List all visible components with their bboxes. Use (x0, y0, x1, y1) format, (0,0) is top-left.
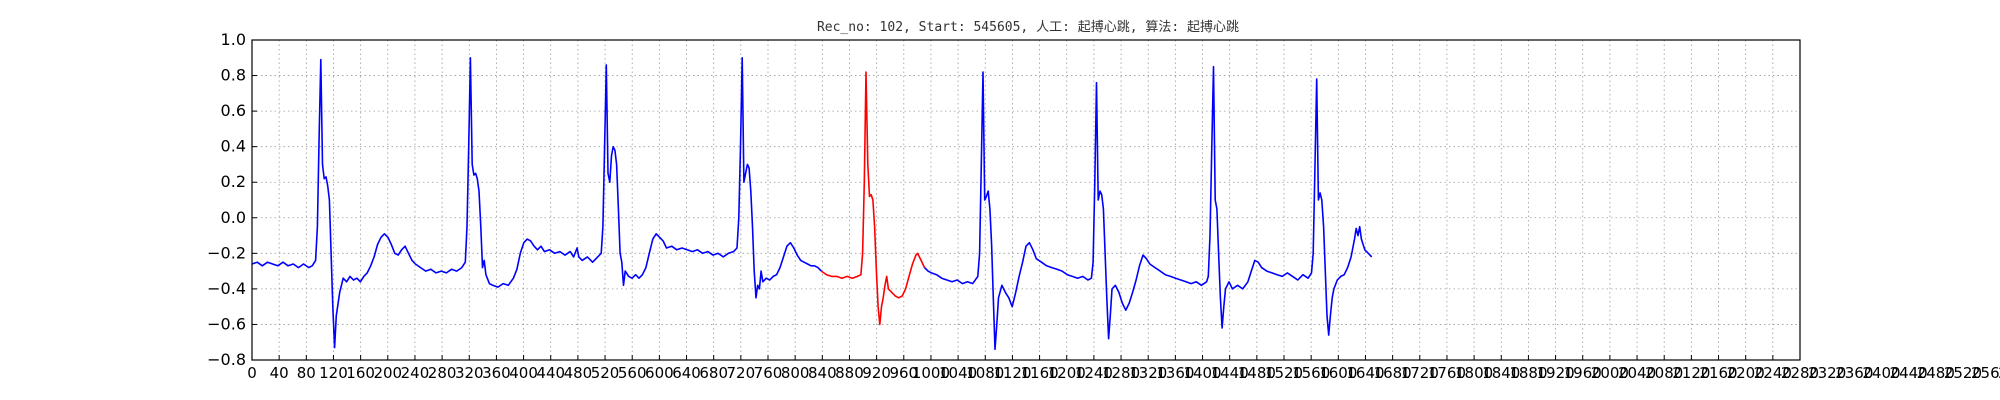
x-tick-label: 2000 (1591, 364, 1629, 382)
x-tick-label: 1320 (1129, 364, 1167, 382)
x-tick-label: 1960 (1564, 364, 1602, 382)
x-tick-label: 2560 (1971, 364, 2000, 382)
x-tick-label: 80 (297, 364, 316, 382)
x-tick-label: 400 (509, 364, 538, 382)
x-tick-label: 1640 (1346, 364, 1384, 382)
x-tick-label: 880 (835, 364, 864, 382)
x-tick-label: 160 (346, 364, 375, 382)
x-tick-label: 1080 (966, 364, 1004, 382)
y-tick-label: 0.0 (221, 208, 246, 227)
x-tick-label: 840 (808, 364, 837, 382)
x-tick-label: 1200 (1048, 364, 1086, 382)
y-tick-label: 0.6 (221, 101, 246, 120)
x-tick-label: 1920 (1536, 364, 1574, 382)
x-tick-label: 1480 (1238, 364, 1276, 382)
x-tick-label: 2120 (1672, 364, 1710, 382)
x-tick-label: 40 (270, 364, 289, 382)
y-tick-label: −0.2 (207, 243, 246, 262)
x-tick-label: 2280 (1781, 364, 1819, 382)
y-tick-label: −0.4 (207, 279, 246, 298)
x-tick-label: 920 (862, 364, 891, 382)
x-tick-label: 760 (754, 364, 783, 382)
series-layer (251, 57, 1373, 351)
y-tick-label: 0.2 (221, 172, 246, 191)
x-tick-label: 640 (672, 364, 701, 382)
x-tick-label: 560 (618, 364, 647, 382)
x-tick-label: 2160 (1699, 364, 1737, 382)
x-tick-label: 2240 (1754, 364, 1792, 382)
x-tick-label: 1520 (1265, 364, 1303, 382)
x-tick-label: 440 (536, 364, 565, 382)
x-tick-label: 1040 (939, 364, 977, 382)
x-tick-label: 2360 (1835, 364, 1873, 382)
x-tick-label: 1560 (1292, 364, 1330, 382)
x-tick-label: 2080 (1645, 364, 1683, 382)
x-tick-label: 1600 (1319, 364, 1357, 382)
x-tick-label: 720 (727, 364, 756, 382)
x-tick-label: 800 (781, 364, 810, 382)
x-tick-label: 1800 (1455, 364, 1493, 382)
y-tick-label: 0.4 (221, 137, 246, 156)
y-tick-label: −0.8 (207, 350, 246, 369)
x-tick-label: 480 (564, 364, 593, 382)
x-tick-label: 200 (373, 364, 402, 382)
x-tick-label: 1400 (1183, 364, 1221, 382)
series-line (251, 57, 822, 349)
x-tick-label: 360 (482, 364, 511, 382)
x-tick-label: 600 (645, 364, 674, 382)
x-tick-label: 1720 (1401, 364, 1439, 382)
x-tick-label: 2440 (1890, 364, 1928, 382)
y-axis: 1.0 0.8 0.6 0.4 0.2 0.0 −0.2 −0.4 −0.6 −0.8 (207, 30, 257, 369)
x-tick-label: 1360 (1156, 364, 1194, 382)
x-tick-label: 320 (455, 364, 484, 382)
chart-title: Rec_no: 102, Start: 545605, 人工: 起搏心跳, 算法… (817, 19, 1239, 35)
y-tick-label: 1.0 (221, 30, 246, 49)
x-tick-label: 960 (889, 364, 918, 382)
x-tick-label: 0 (247, 364, 257, 382)
x-tick-label: 2400 (1862, 364, 1900, 382)
x-tick-label: 2200 (1727, 364, 1765, 382)
x-tick-label: 1680 (1374, 364, 1412, 382)
plot-frame (251, 39, 1801, 361)
x-tick-label: 2040 (1618, 364, 1656, 382)
x-tick-label: 1880 (1509, 364, 1547, 382)
y-tick-label: 0.8 (221, 66, 246, 85)
x-tick-label: 1280 (1102, 364, 1140, 382)
x-tick-label: 120 (319, 364, 348, 382)
x-tick-label: 1240 (1075, 364, 1113, 382)
series-line (923, 65, 1373, 351)
x-tick-label: 1440 (1211, 364, 1249, 382)
x-tick-label: 1760 (1428, 364, 1466, 382)
grid (251, 39, 1801, 361)
y-tick-label: −0.6 (207, 314, 246, 333)
x-tick-label: 2520 (1944, 364, 1982, 382)
x-tick-label: 2320 (1808, 364, 1846, 382)
x-tick-label: 1840 (1482, 364, 1520, 382)
series-line (820, 71, 926, 326)
x-tick-label: 1160 (1020, 364, 1058, 382)
x-tick-label: 520 (591, 364, 620, 382)
x-tick-label: 1000 (912, 364, 950, 382)
x-tick-label: 280 (428, 364, 457, 382)
x-axis: 0 40 80 12016020024028032036040044048052056… (247, 355, 2000, 382)
x-tick-label: 1120 (993, 364, 1031, 382)
x-tick-label: 240 (401, 364, 430, 382)
x-tick-label: 680 (699, 364, 728, 382)
x-tick-label: 2600 (1998, 364, 2000, 382)
x-tick-label: 2480 (1917, 364, 1955, 382)
